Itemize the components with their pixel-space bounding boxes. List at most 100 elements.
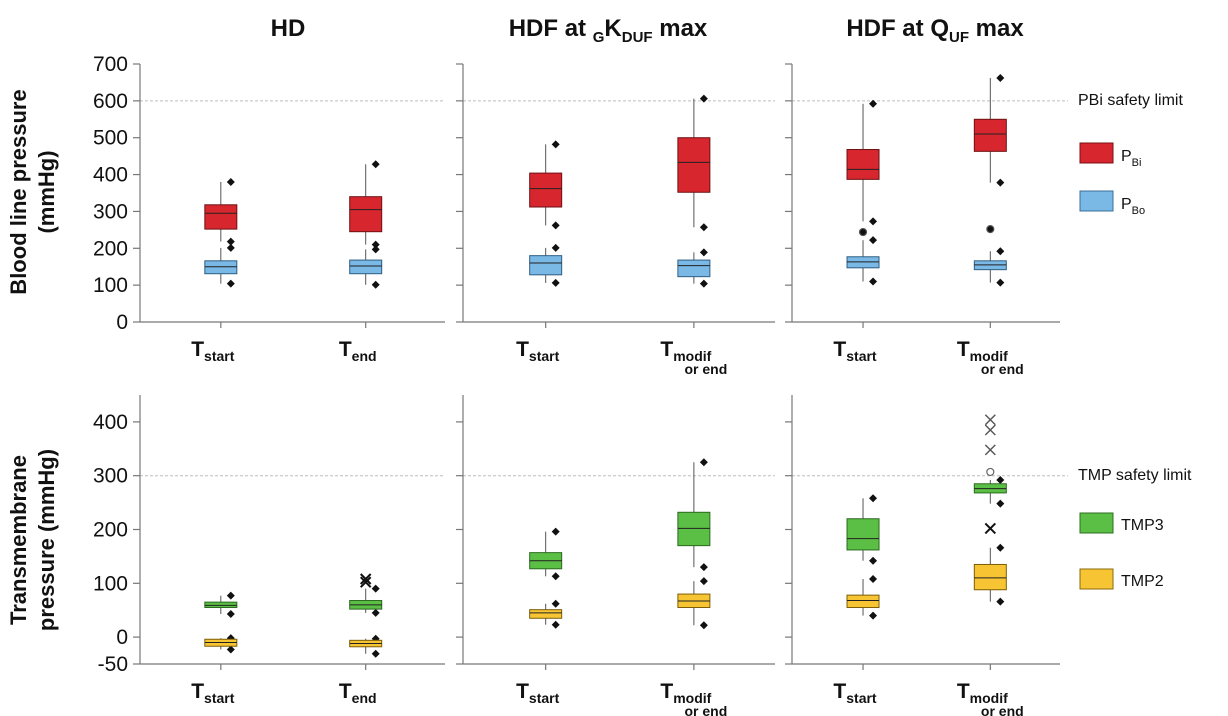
outlier-x-marker <box>984 522 997 535</box>
box-pbi <box>349 196 383 233</box>
legend-swatch-pbo <box>1079 190 1114 212</box>
title-quf-sub: UF <box>949 29 969 46</box>
box-pbi <box>973 118 1007 152</box>
outlier-x-marker <box>984 424 996 436</box>
x-category-main: T <box>339 338 352 361</box>
whisker-max-marker <box>996 543 1005 552</box>
whisker-max-marker <box>699 94 708 103</box>
ylabel-top-line2: (mmHg) <box>34 150 59 233</box>
box-pbi <box>204 204 238 230</box>
title-hdf-gkduf: HDF at GKDUF max <box>509 15 708 46</box>
whisker-max-marker <box>371 584 380 593</box>
whisker-min-marker <box>996 597 1005 606</box>
x-category-sub: modif <box>970 690 1008 706</box>
x-category-label: Tstart <box>191 338 235 364</box>
y-tick-label: 500 <box>93 127 128 150</box>
x-category-main: T <box>833 338 846 361</box>
x-category-main: T <box>833 680 846 703</box>
whisker-min-marker <box>869 611 878 620</box>
legend-tmp2: TMP2 <box>1121 573 1164 590</box>
whisker-max-marker <box>551 527 560 536</box>
x-category-label: Tstart <box>833 338 877 364</box>
whisker-min-marker <box>996 499 1005 508</box>
legend-pbi: PBi <box>1121 148 1141 169</box>
legend-tmp-safety-limit: TMP safety limit <box>1078 467 1192 484</box>
whisker-min-marker <box>371 608 380 617</box>
whisker-min-marker <box>551 221 560 230</box>
whisker-min-marker <box>371 280 380 289</box>
whisker-min-marker <box>551 572 560 581</box>
whisker-max-marker <box>869 236 878 245</box>
box-pbo <box>204 260 238 275</box>
legend-pbo: PBo <box>1121 196 1145 217</box>
x-category-sub2: or end <box>981 361 1024 377</box>
box-pbi <box>677 137 711 193</box>
legend-swatch-pbi <box>1079 142 1114 164</box>
whisker-min-marker <box>996 278 1005 287</box>
x-category-main: T <box>339 680 352 703</box>
box-tmp3 <box>846 518 880 551</box>
whisker-min-marker <box>699 563 708 572</box>
legend-pbo-main: P <box>1121 196 1132 213</box>
x-category-sub: start <box>204 690 235 706</box>
whisker-min-marker <box>226 609 235 618</box>
whisker-max-marker <box>699 458 708 467</box>
whisker-min-marker <box>226 645 235 654</box>
whisker-max-marker <box>551 140 560 149</box>
whisker-max-marker <box>226 591 235 600</box>
whisker-max-marker <box>226 177 235 186</box>
whisker-min-marker <box>699 223 708 232</box>
outlier-circle <box>858 227 868 237</box>
x-category-sub: end <box>352 690 377 706</box>
x-category-sub2: or end <box>684 703 727 716</box>
outlier-x-marker <box>984 414 996 426</box>
whisker-min-marker <box>371 649 380 658</box>
x-category-label: Tstart <box>516 680 560 706</box>
x-category-label: Tend <box>339 680 377 706</box>
x-category-label: Tmodif <box>957 680 1008 706</box>
y-tick-label: 700 <box>93 53 128 76</box>
box-pbi <box>846 149 880 180</box>
whisker-min-marker <box>226 237 235 246</box>
y-tick-label: 600 <box>93 90 128 113</box>
box-tmp2 <box>846 594 880 609</box>
whisker-max-marker <box>371 245 380 254</box>
x-category-label: Tmodif <box>660 338 711 364</box>
y-tick-label: 100 <box>93 274 128 297</box>
x-category-sub: start <box>846 690 877 706</box>
title-quf-suffix: max <box>969 15 1024 42</box>
y-tick-label: 200 <box>93 519 128 542</box>
legend-pbi-main: P <box>1121 148 1132 165</box>
box-pbo <box>349 259 383 275</box>
whisker-min-marker <box>996 178 1005 187</box>
x-category-label: Tmodif <box>660 680 711 706</box>
y-tick-label: 300 <box>93 465 128 488</box>
x-category-label: Tstart <box>833 680 877 706</box>
title-gk-sub2: DUF <box>622 29 653 46</box>
whisker-max-marker <box>551 599 560 608</box>
y-tick-label: 200 <box>93 237 128 260</box>
ylabel-bottom-line2: pressure (mmHg) <box>34 449 59 631</box>
x-category-label: Tmodif <box>957 338 1008 364</box>
x-category-main: T <box>957 338 970 361</box>
x-category-sub: modif <box>970 348 1008 364</box>
ylabel-bottom-line1: Transmembrane <box>6 455 31 625</box>
x-category-label: Tstart <box>516 338 560 364</box>
legend-tmp3: TMP3 <box>1121 517 1164 534</box>
whisker-min-marker <box>226 279 235 288</box>
whisker-max-marker <box>996 247 1005 256</box>
whisker-max-marker <box>869 574 878 583</box>
outlier-x-marker <box>984 444 996 456</box>
outlier-x-marker <box>359 576 372 588</box>
x-category-sub: start <box>846 348 877 364</box>
whisker-max-marker <box>551 243 560 252</box>
x-category-main: T <box>191 680 204 703</box>
box-tmp2 <box>529 609 563 619</box>
whisker-min-marker <box>869 217 878 226</box>
title-gk-main: K <box>604 15 622 42</box>
y-tick-label: 0 <box>116 311 128 334</box>
x-category-sub: modif <box>673 348 711 364</box>
x-category-sub: end <box>352 348 377 364</box>
legend-swatch-tmp3 <box>1079 512 1114 534</box>
whisker-max-marker <box>869 494 878 503</box>
